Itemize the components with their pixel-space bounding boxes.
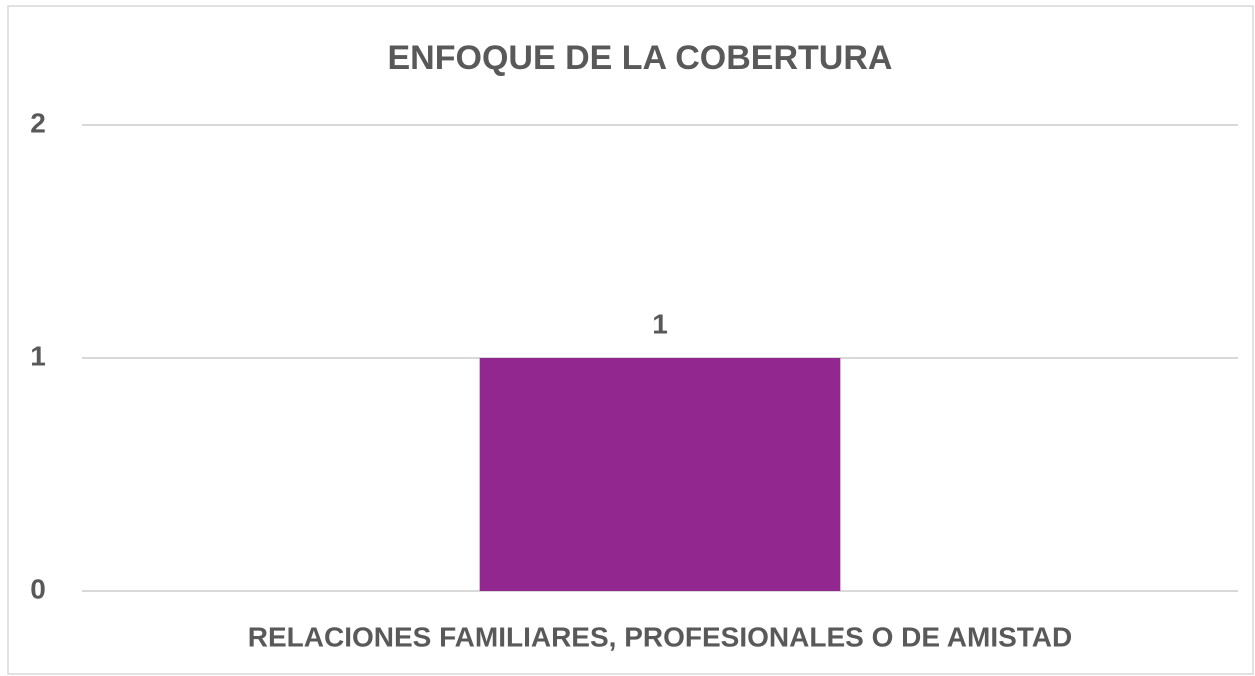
y-tick-label: 1 bbox=[30, 340, 46, 371]
chart-title: ENFOQUE DE LA COBERTURA bbox=[388, 39, 893, 77]
y-tick-label: 0 bbox=[30, 573, 46, 604]
data-label: 1 bbox=[652, 308, 668, 339]
x-tick-label: RELACIONES FAMILIARES, PROFESIONALES O D… bbox=[248, 621, 1073, 652]
y-tick-label: 2 bbox=[30, 107, 46, 138]
bar bbox=[479, 358, 841, 591]
